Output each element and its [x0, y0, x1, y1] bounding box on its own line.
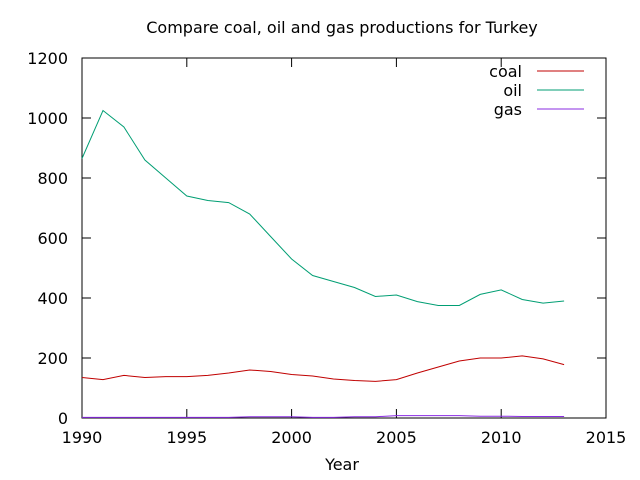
plot-frame: [81, 57, 607, 419]
y-tick-label: 400: [37, 289, 68, 308]
chart-title: Compare coal, oil and gas productions fo…: [146, 18, 538, 37]
x-tick-label: 2015: [586, 428, 627, 447]
y-tick-label: 0: [58, 409, 68, 428]
series-line-oil: [81, 109, 565, 306]
y-tick-label: 1000: [27, 109, 68, 128]
series-line-gas: [82, 415, 565, 418]
x-tick-label: 1995: [166, 428, 207, 447]
x-tick-label: 2005: [376, 428, 417, 447]
legend-label-oil: oil: [503, 81, 522, 100]
legend-label-coal: coal: [489, 62, 522, 81]
y-tick-label: 200: [37, 349, 68, 368]
x-tick-label: 2010: [481, 428, 522, 447]
legend-label-gas: gas: [494, 100, 522, 119]
y-tick-label: 600: [37, 229, 68, 248]
x-tick-label: 2000: [271, 428, 312, 447]
y-tick-label: 800: [37, 169, 68, 188]
x-axis-label: Year: [324, 455, 359, 474]
series-line-coal: [81, 355, 565, 382]
x-tick-label: 1990: [62, 428, 103, 447]
y-tick-label: 1200: [27, 49, 68, 68]
